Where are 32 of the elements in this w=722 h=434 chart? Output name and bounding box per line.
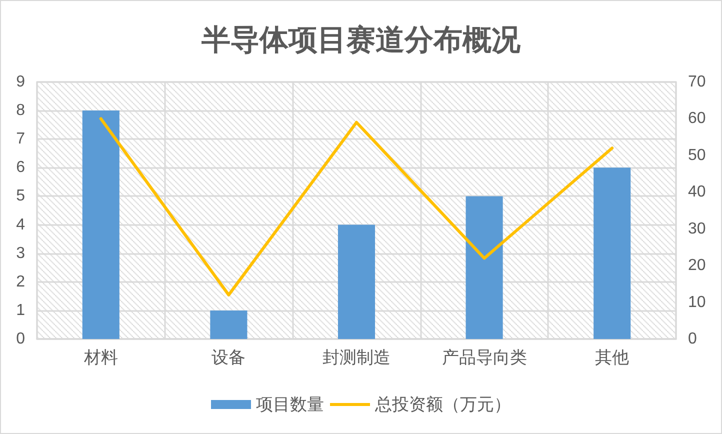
bar [210,310,248,339]
x-tick-label: 产品导向类 [442,348,527,367]
bar [82,110,120,339]
y-tick-label: 9 [16,74,26,90]
y2-tick-label: 20 [688,257,706,274]
legend-label: 项目数量 [256,395,324,414]
y2-tick-label: 0 [688,330,697,348]
x-tick-label: 材料 [82,348,118,367]
x-tick-label: 设备 [212,348,246,367]
y2-tick-label: 40 [688,184,706,201]
y2-tick-label: 70 [688,74,706,90]
legend-label: 总投资额（万元） [374,395,511,414]
bar [466,196,503,339]
y2-tick-label: 50 [688,146,706,164]
y2-tick-label: 10 [688,294,706,311]
y-tick-label: 3 [16,244,26,262]
y-tick-label: 4 [16,216,26,234]
y-tick-label: 8 [16,102,26,120]
x-tick-label: 封测制造 [322,348,390,367]
bar [594,168,631,339]
y-tick-label: 5 [16,188,26,205]
y2-tick-label: 60 [688,110,706,128]
line-series [99,117,614,296]
y-tick-label: 7 [16,130,26,148]
chart-title: 半导体项目赛道分布概况 [200,24,522,56]
bar [338,224,376,339]
y2-tick-label: 30 [688,220,706,238]
y-tick-label: 6 [16,159,26,176]
y-tick-label: 1 [16,302,26,319]
x-tick-label: 其他 [595,348,630,367]
y-tick-label: 2 [16,273,26,290]
y-tick-label: 0 [16,330,26,348]
